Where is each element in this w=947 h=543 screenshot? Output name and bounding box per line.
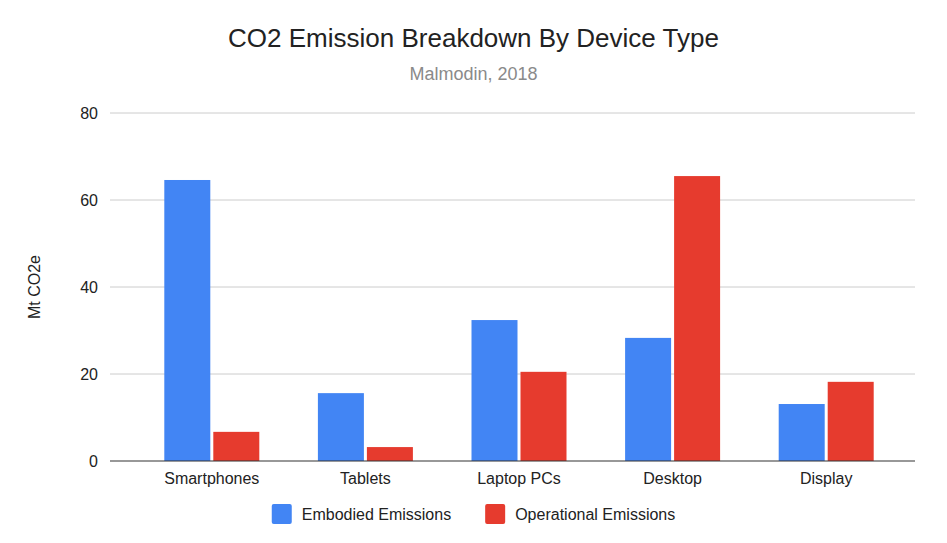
grid-line: [110, 200, 915, 201]
bars: [164, 176, 873, 461]
legend-label: Embodied Emissions: [302, 506, 451, 523]
bar: [472, 320, 518, 461]
y-tick-label: 20: [80, 366, 98, 383]
bar: [625, 338, 671, 461]
x-tick-label: Desktop: [643, 470, 702, 487]
chart-svg: CO2 Emission Breakdown By Device Type Mal…: [0, 0, 947, 543]
grid-line: [110, 287, 915, 288]
title: CO2 Emission Breakdown By Device Type: [228, 23, 719, 53]
y-tick-label: 40: [80, 279, 98, 296]
x-tick-label: Tablets: [340, 470, 391, 487]
bar: [828, 382, 874, 461]
bar: [213, 432, 259, 461]
y-axis-label: Mt CO2e: [26, 255, 43, 319]
bar: [779, 404, 825, 461]
bar: [367, 447, 413, 461]
legend-swatch: [272, 504, 292, 524]
grid-line: [110, 113, 915, 114]
bar: [674, 176, 720, 461]
legend-item: Embodied Emissions: [272, 504, 451, 524]
legend-swatch: [485, 504, 505, 524]
y-tick-label: 60: [80, 192, 98, 209]
x-tick-label: Smartphones: [164, 470, 259, 487]
legend-item: Operational Emissions: [485, 504, 675, 524]
x-axis-line: [110, 460, 915, 461]
x-tick-label: Display: [800, 470, 852, 487]
bar: [521, 372, 567, 461]
y-tick-label: 80: [80, 105, 98, 122]
bar: [164, 180, 210, 461]
background: [0, 0, 947, 543]
legend: Embodied Emissions Operational Emissions: [272, 504, 675, 524]
legend-label: Operational Emissions: [515, 506, 675, 523]
subtitle: Malmodin, 2018: [409, 64, 537, 84]
chart-container: CO2 Emission Breakdown By Device Type Mal…: [0, 0, 947, 543]
y-tick-label: 0: [89, 453, 98, 470]
bar: [318, 393, 364, 461]
x-tick-label: Laptop PCs: [477, 470, 561, 487]
